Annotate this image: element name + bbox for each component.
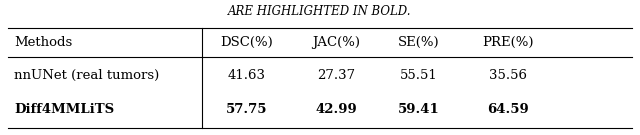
Text: DSC(%): DSC(%) xyxy=(220,36,273,49)
Text: SE(%): SE(%) xyxy=(398,36,440,49)
Text: 41.63: 41.63 xyxy=(228,69,266,82)
Text: 27.37: 27.37 xyxy=(317,69,355,82)
Text: ARE HIGHLIGHTED IN BOLD.: ARE HIGHLIGHTED IN BOLD. xyxy=(228,5,412,18)
Text: JAC(%): JAC(%) xyxy=(312,36,360,49)
Text: 59.41: 59.41 xyxy=(398,103,440,116)
Text: Methods: Methods xyxy=(14,36,72,49)
Text: nnUNet (real tumors): nnUNet (real tumors) xyxy=(14,69,159,82)
Text: PRE(%): PRE(%) xyxy=(482,36,534,49)
Text: 42.99: 42.99 xyxy=(315,103,357,116)
Text: 35.56: 35.56 xyxy=(489,69,527,82)
Text: 55.51: 55.51 xyxy=(400,69,438,82)
Text: 64.59: 64.59 xyxy=(487,103,529,116)
Text: 57.75: 57.75 xyxy=(226,103,268,116)
Text: Diff4MMLiTS: Diff4MMLiTS xyxy=(14,103,115,116)
